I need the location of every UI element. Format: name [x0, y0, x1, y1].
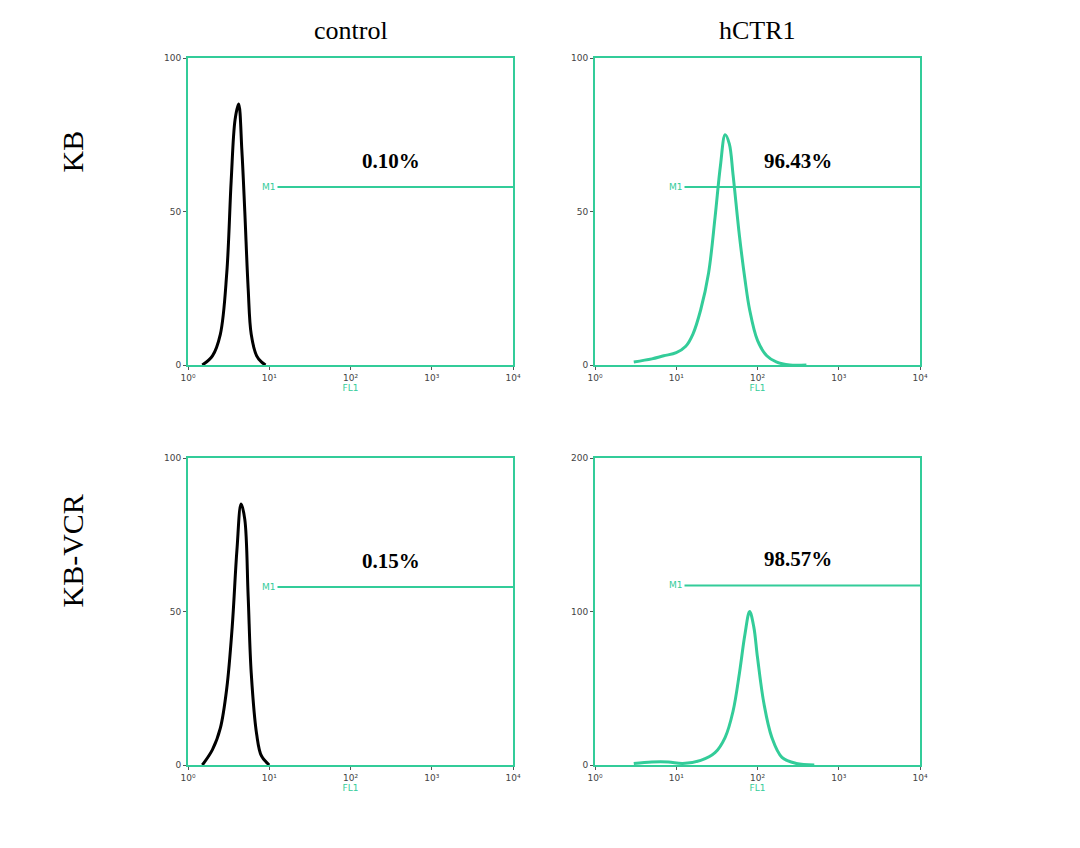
svg-text:FL1: FL1: [343, 383, 359, 393]
svg-text:10⁰: 10⁰: [180, 773, 195, 783]
svg-text:FL1: FL1: [750, 383, 766, 393]
svg-text:10²: 10²: [343, 773, 358, 783]
svg-text:0: 0: [175, 760, 181, 770]
svg-text:0: 0: [582, 360, 588, 370]
svg-text:M1: M1: [669, 182, 683, 192]
svg-text:96.43%: 96.43%: [764, 149, 832, 173]
svg-text:50: 50: [170, 607, 182, 617]
svg-text:50: 50: [577, 207, 589, 217]
svg-text:0: 0: [582, 760, 588, 770]
svg-text:10⁰: 10⁰: [587, 373, 602, 383]
svg-text:0.15%: 0.15%: [362, 549, 420, 573]
svg-text:10⁴: 10⁴: [505, 373, 520, 383]
svg-text:100: 100: [571, 607, 588, 617]
svg-text:100: 100: [164, 453, 181, 463]
svg-text:M1: M1: [262, 582, 276, 592]
svg-text:10²: 10²: [343, 373, 358, 383]
svg-text:KB-VCR: KB-VCR: [56, 494, 89, 607]
svg-text:10²: 10²: [750, 373, 765, 383]
svg-text:50: 50: [170, 207, 182, 217]
svg-text:200: 200: [571, 453, 588, 463]
svg-text:98.57%: 98.57%: [764, 547, 832, 571]
svg-text:10³: 10³: [831, 373, 846, 383]
svg-text:10³: 10³: [424, 373, 439, 383]
svg-text:10³: 10³: [424, 773, 439, 783]
svg-text:10⁴: 10⁴: [912, 373, 927, 383]
svg-text:FL1: FL1: [750, 783, 766, 793]
svg-text:10¹: 10¹: [669, 373, 684, 383]
svg-text:0: 0: [175, 360, 181, 370]
svg-text:10³: 10³: [831, 773, 846, 783]
svg-text:100: 100: [571, 53, 588, 63]
svg-text:10¹: 10¹: [669, 773, 684, 783]
svg-text:100: 100: [164, 53, 181, 63]
svg-text:10¹: 10¹: [262, 773, 277, 783]
svg-text:KB: KB: [56, 131, 89, 173]
svg-text:10⁴: 10⁴: [505, 773, 520, 783]
svg-text:M1: M1: [262, 182, 276, 192]
svg-text:10⁰: 10⁰: [587, 773, 602, 783]
svg-text:control: control: [314, 16, 388, 45]
svg-text:10⁴: 10⁴: [912, 773, 927, 783]
svg-text:10²: 10²: [750, 773, 765, 783]
svg-text:10¹: 10¹: [262, 373, 277, 383]
svg-text:FL1: FL1: [343, 783, 359, 793]
svg-text:10⁰: 10⁰: [180, 373, 195, 383]
svg-text:0.10%: 0.10%: [362, 149, 420, 173]
svg-text:hCTR1: hCTR1: [719, 16, 796, 45]
svg-text:M1: M1: [669, 580, 683, 590]
